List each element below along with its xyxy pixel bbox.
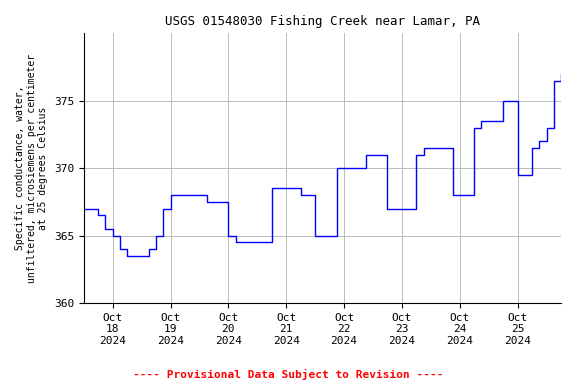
Title: USGS 01548030 Fishing Creek near Lamar, PA: USGS 01548030 Fishing Creek near Lamar, … <box>165 15 480 28</box>
Text: ---- Provisional Data Subject to Revision ----: ---- Provisional Data Subject to Revisio… <box>132 369 444 380</box>
Y-axis label: Specific conductance, water,
unfiltered, microsiemens per centimeter
at 25 degre: Specific conductance, water, unfiltered,… <box>15 54 48 283</box>
